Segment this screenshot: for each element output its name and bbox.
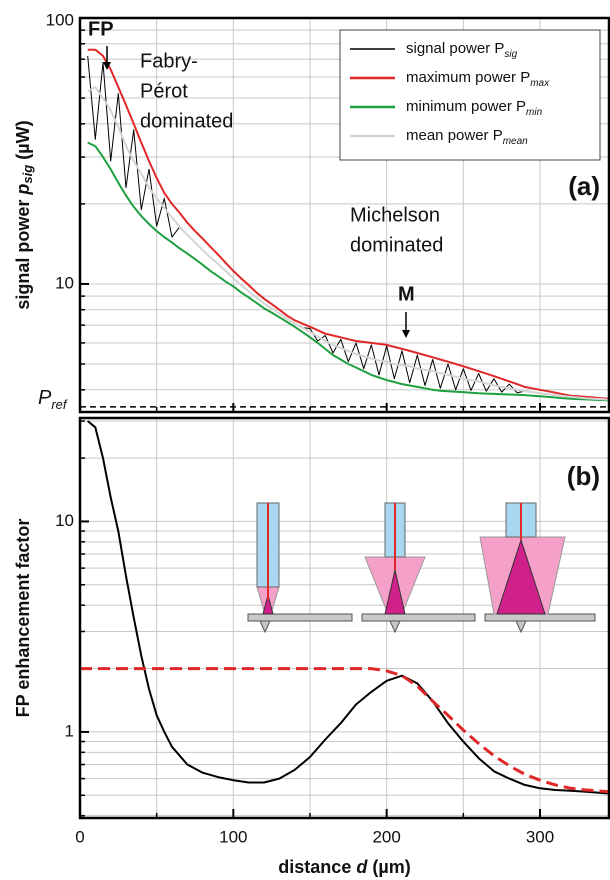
legend-label: signal power Psig	[406, 40, 518, 60]
probe-schematics	[247, 502, 596, 634]
annotation-arrowhead	[402, 330, 410, 338]
data-line	[87, 141, 609, 402]
y-axis-label-part: signal power	[13, 200, 33, 310]
y-axis-label-part: sig	[20, 165, 35, 184]
series-group	[87, 48, 609, 402]
annotation-arrowhead	[103, 62, 111, 70]
reference-label-part: ref	[51, 397, 68, 412]
y-tick-label: 1	[65, 721, 74, 740]
y-axis-label-part: (µW)	[13, 120, 33, 159]
data-line	[87, 48, 609, 400]
x-axis-label-part: distance	[278, 857, 351, 877]
x-tick-label: 0	[75, 827, 84, 846]
annotation: Fabry-	[140, 50, 198, 72]
data-line	[87, 420, 609, 795]
annotation: dominated	[350, 234, 443, 256]
y-axis-label: FP enhancement factor	[13, 519, 33, 718]
x-axis-label-part: d	[356, 857, 368, 877]
legend-label: maximum power Pmax	[406, 69, 550, 89]
data-line	[87, 86, 609, 401]
annotation: FP	[88, 18, 114, 40]
x-tick-label: 200	[372, 827, 400, 846]
legend-label-part: signal power P	[406, 40, 504, 57]
legend-label: minimum power Pmin	[406, 98, 543, 118]
annotation: M	[398, 283, 415, 305]
y-tick-label: 10	[55, 273, 74, 292]
y-axis-label-part: FP enhancement factor	[13, 519, 33, 718]
annotation: Michelson	[350, 204, 440, 226]
reference-label: Pref	[38, 387, 68, 412]
x-tick-label: 100	[219, 827, 247, 846]
legend-label-part: sig	[504, 49, 517, 60]
panel-label: (a)	[568, 171, 600, 201]
annotation: Pérot	[140, 80, 188, 102]
plot-frame	[78, 416, 610, 820]
legend-label: mean power Pmean	[406, 127, 528, 147]
legend-label-part: mean power P	[406, 127, 503, 144]
y-axis-label: signal power psig (µW)	[13, 120, 36, 309]
x-tick-label: 300	[526, 827, 554, 846]
legend-label-part: mean	[503, 136, 528, 147]
legend-box	[339, 29, 601, 161]
data-line	[80, 667, 609, 794]
x-axis-label-part: (µm)	[372, 857, 410, 877]
reference-label-part: P	[38, 387, 52, 409]
y-axis-label-part: p	[13, 184, 33, 196]
legend-label-part: min	[526, 107, 543, 118]
y-tick-label: 10	[55, 511, 74, 530]
panel-label: (b)	[567, 461, 600, 491]
legend-label-part: max	[530, 78, 550, 89]
legend-label-part: maximum power P	[406, 69, 530, 86]
y-tick-label: 100	[46, 10, 74, 29]
series-group	[80, 420, 609, 795]
plot-frame	[78, 16, 610, 414]
annotation: dominated	[140, 110, 233, 132]
x-axis-label: distance d (µm)	[278, 857, 410, 877]
legend-label-part: minimum power P	[406, 98, 526, 115]
